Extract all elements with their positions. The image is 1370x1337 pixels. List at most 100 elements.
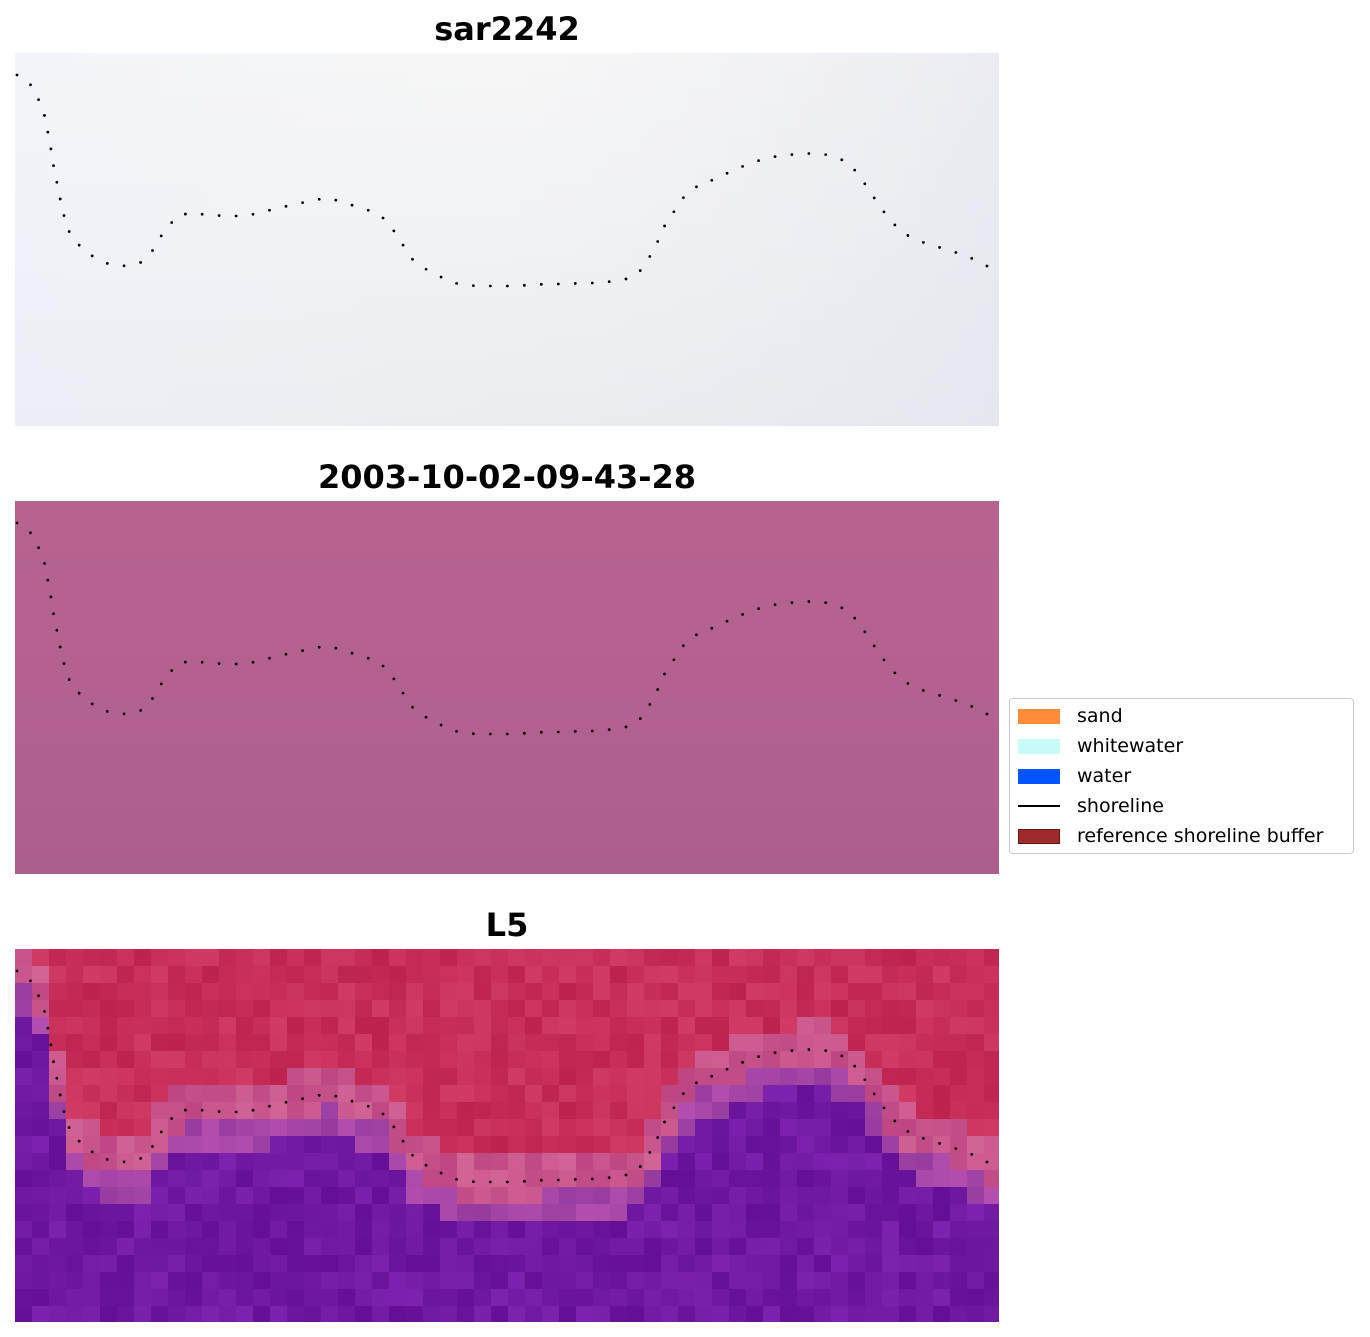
l5-pixel — [100, 1255, 117, 1272]
l5-pixel — [848, 1255, 865, 1272]
l5-pixel — [202, 1068, 219, 1085]
l5-pixel — [831, 1204, 848, 1221]
l5-pixel — [899, 1119, 916, 1136]
shoreline-dot — [52, 1060, 55, 1064]
l5-pixel — [712, 1255, 729, 1272]
l5-pixel — [780, 1238, 797, 1255]
l5-pixel — [15, 1153, 32, 1170]
legend-item-sand: sand — [1010, 701, 1353, 731]
l5-pixel — [474, 1136, 491, 1153]
l5-pixel — [882, 983, 899, 1000]
l5-pixel — [15, 1017, 32, 1034]
l5-pixel — [542, 1272, 559, 1289]
shoreline-dot — [424, 267, 428, 271]
shoreline-dot — [366, 208, 370, 212]
shoreline-dot — [725, 619, 729, 623]
l5-pixel — [117, 1153, 134, 1170]
l5-pixel — [270, 1272, 287, 1289]
shoreline-dot — [381, 216, 385, 220]
l5-pixel — [83, 1306, 100, 1322]
legend-item-shoreline: shoreline — [1010, 791, 1353, 821]
l5-pixel — [848, 1272, 865, 1289]
shoreline-dot — [556, 1178, 560, 1182]
l5-pixel — [678, 1119, 695, 1136]
l5-pixel — [304, 1034, 321, 1051]
shoreline-dot — [656, 1136, 660, 1139]
l5-pixel — [882, 1068, 899, 1085]
shoreline-dot — [695, 633, 698, 637]
l5-pixel — [593, 1272, 610, 1289]
shoreline-dot — [970, 704, 974, 708]
l5-pixel — [746, 1255, 763, 1272]
l5-pixel — [831, 1255, 848, 1272]
l5-pixel — [491, 1187, 508, 1204]
l5-pixel — [729, 949, 746, 966]
l5-pixel — [780, 949, 797, 966]
l5-pixel — [32, 1289, 49, 1306]
sar-image-svg — [15, 53, 999, 426]
l5-pixel — [83, 1187, 100, 1204]
legend-item-buffer: reference shoreline buffer — [1010, 821, 1353, 851]
l5-pixel — [542, 1136, 559, 1153]
l5-pixel — [797, 1306, 814, 1322]
l5-pixel — [678, 1017, 695, 1034]
shoreline-dot — [49, 147, 53, 151]
shoreline-dot — [681, 196, 685, 200]
l5-pixel — [423, 1068, 440, 1085]
l5-pixel — [270, 1119, 287, 1136]
l5-pixel — [236, 1170, 253, 1187]
shoreline-dot — [539, 730, 543, 734]
l5-pixel — [899, 1187, 916, 1204]
l5-pixel — [32, 1170, 49, 1187]
l5-pixel — [457, 1085, 474, 1102]
l5-pixel — [151, 1221, 168, 1238]
l5-pixel — [236, 1085, 253, 1102]
l5-pixel — [236, 983, 253, 1000]
l5-pixel — [270, 983, 287, 1000]
l5-pixel — [746, 1000, 763, 1017]
shoreline-dot — [681, 644, 685, 648]
l5-pixel — [661, 1051, 678, 1068]
l5-pixel — [100, 1119, 117, 1136]
l5-pixel — [151, 1153, 168, 1170]
whitewater-swatch — [1018, 739, 1060, 754]
l5-pixel — [593, 1119, 610, 1136]
l5-pixel — [984, 1153, 999, 1170]
l5-pixel — [542, 1017, 559, 1034]
l5-pixel — [219, 1238, 236, 1255]
l5-pixel — [933, 1119, 950, 1136]
l5-pixel — [627, 1034, 644, 1051]
l5-pixel — [32, 1255, 49, 1272]
l5-pixel — [117, 1000, 134, 1017]
shoreline-dot — [37, 546, 40, 550]
shoreline-dot — [183, 660, 187, 664]
shoreline-line-swatch — [1018, 805, 1060, 807]
l5-pixel — [967, 1051, 984, 1068]
l5-pixel — [117, 1170, 134, 1187]
l5-pixel — [865, 1221, 882, 1238]
l5-pixel — [865, 1238, 882, 1255]
l5-pixel — [66, 1255, 83, 1272]
l5-pixel — [882, 1017, 899, 1034]
l5-pixel — [168, 1051, 185, 1068]
l5-pixel — [984, 1068, 999, 1085]
l5-pixel — [525, 949, 542, 966]
l5-pixel — [508, 949, 525, 966]
l5-pixel — [372, 1136, 389, 1153]
l5-pixel — [474, 949, 491, 966]
l5-pixel — [746, 1017, 763, 1034]
l5-pixel — [865, 1187, 882, 1204]
shoreline-dot — [37, 994, 40, 998]
shoreline-dot — [681, 1092, 685, 1096]
l5-pixel — [644, 1051, 661, 1068]
l5-pixel — [661, 1085, 678, 1102]
l5-pixel — [797, 1170, 814, 1187]
l5-pixel — [916, 1221, 933, 1238]
l5-pixel — [508, 983, 525, 1000]
l5-pixel — [967, 1102, 984, 1119]
l5-pixel — [236, 1000, 253, 1017]
l5-pixel — [865, 1119, 882, 1136]
l5-pixel — [576, 1051, 593, 1068]
l5-pixel — [967, 1221, 984, 1238]
l5-pixel — [746, 1170, 763, 1187]
